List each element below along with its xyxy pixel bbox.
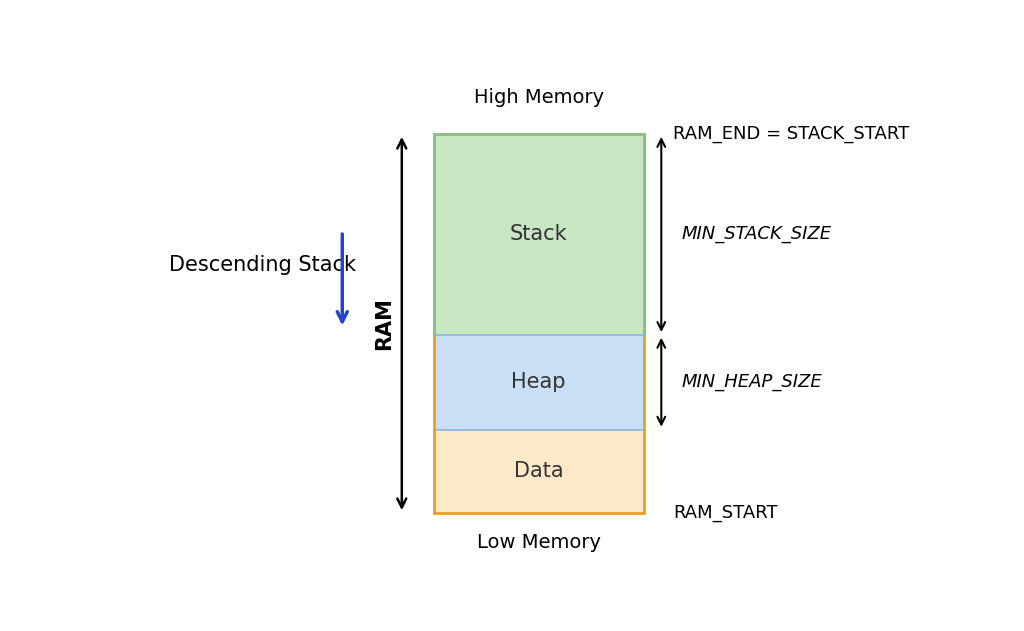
- Bar: [433, 134, 644, 513]
- Text: High Memory: High Memory: [474, 88, 604, 107]
- Text: Heap: Heap: [511, 372, 566, 392]
- Bar: [433, 430, 644, 513]
- Text: Descending Stack: Descending Stack: [169, 255, 356, 275]
- Text: Stack: Stack: [510, 225, 567, 244]
- Text: MIN_STACK_SIZE: MIN_STACK_SIZE: [681, 225, 831, 244]
- Text: RAM: RAM: [375, 297, 394, 350]
- Text: Low Memory: Low Memory: [477, 533, 601, 551]
- Text: RAM_END = STACK_START: RAM_END = STACK_START: [673, 125, 909, 143]
- Text: Data: Data: [514, 461, 563, 481]
- Bar: [433, 335, 644, 430]
- Bar: [433, 134, 644, 335]
- Text: MIN_HEAP_SIZE: MIN_HEAP_SIZE: [681, 374, 822, 391]
- Text: RAM_START: RAM_START: [673, 504, 778, 522]
